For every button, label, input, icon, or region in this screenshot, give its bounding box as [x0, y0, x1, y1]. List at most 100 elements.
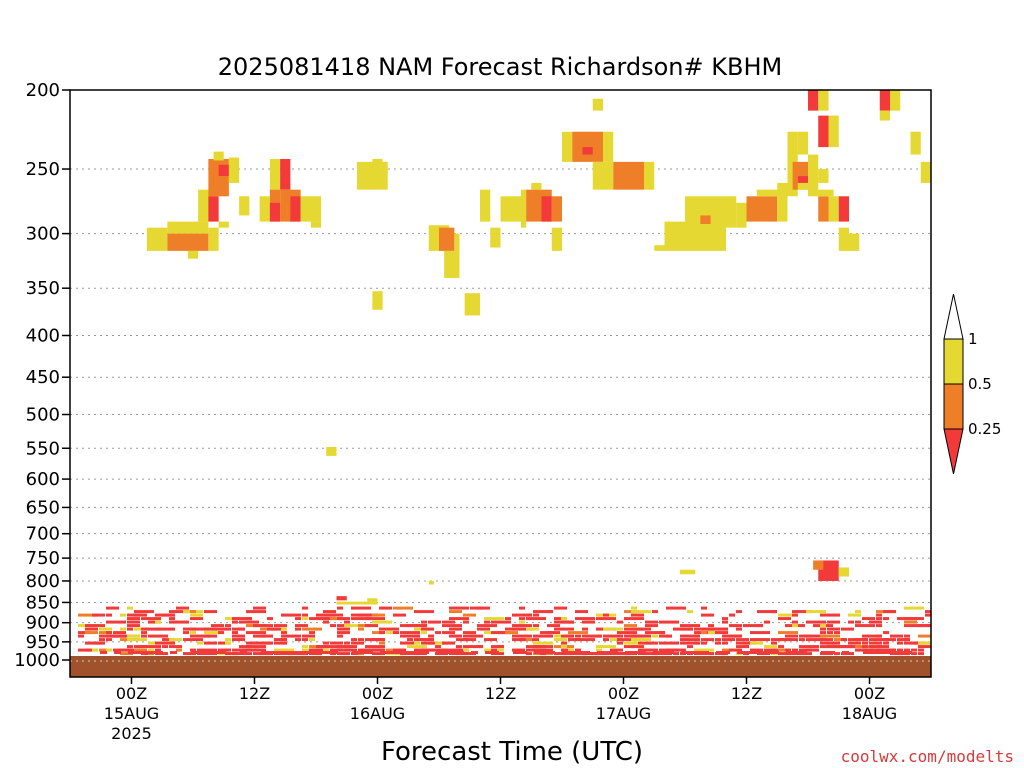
ri-cell: [531, 182, 542, 190]
ri-cell: [925, 613, 931, 617]
ri-cell: [862, 634, 882, 638]
ri-cell: [281, 631, 287, 635]
ri-cell: [680, 624, 700, 628]
ri-cell: [890, 648, 896, 652]
ri-cell: [443, 651, 450, 655]
ri-cell: [309, 631, 315, 635]
x-tick-label: 12Z: [731, 684, 762, 703]
ri-cell: [316, 645, 329, 649]
ri-cell: [855, 610, 861, 614]
ri-cell: [666, 606, 686, 610]
ri-cell: [491, 620, 511, 624]
ri-cell: [127, 634, 140, 638]
ri-cell: [225, 624, 231, 628]
ri-cell: [513, 651, 520, 655]
ri-cell: [736, 610, 742, 614]
ri-cell: [582, 627, 588, 631]
ri-cell: [918, 645, 931, 649]
ri-cell: [918, 641, 931, 645]
ri-cell: [722, 617, 728, 621]
ri-cell: [232, 631, 238, 635]
ri-cell: [575, 634, 581, 638]
ri-cell: [547, 624, 560, 628]
ri-cell: [667, 651, 674, 655]
ri-cell: [330, 648, 343, 652]
ri-cell: [281, 627, 287, 631]
ri-cell: [876, 645, 882, 649]
ri-cell: [891, 651, 898, 655]
ri-cell: [85, 624, 105, 628]
ri-cell: [512, 624, 532, 628]
ri-cell: [785, 648, 791, 652]
ri-cell: [428, 580, 434, 585]
ri-cell: [183, 631, 189, 635]
ri-cell: [897, 638, 910, 642]
ri-cell: [526, 613, 532, 617]
ri-cell: [855, 648, 868, 652]
ri-cell: [592, 161, 614, 190]
ri-cell: [225, 648, 231, 652]
y-tick-label: 400: [26, 325, 60, 346]
ri-cell: [520, 651, 527, 655]
ri-cell: [274, 641, 287, 645]
ri-cell: [799, 634, 812, 638]
ri-cell: [862, 648, 875, 652]
ri-cell: [624, 641, 644, 645]
ri-cell: [336, 596, 347, 601]
ri-cell: [155, 627, 175, 631]
ri-cell: [534, 651, 541, 655]
ri-cell: [750, 648, 763, 652]
ri-cell: [645, 648, 651, 652]
ri-cell: [596, 617, 616, 621]
ri-cell: [583, 651, 590, 655]
ri-cell: [218, 164, 229, 177]
ri-cell: [280, 158, 291, 190]
ri-cell: [205, 651, 212, 655]
ri-cell: [849, 233, 860, 251]
ri-cell: [904, 624, 924, 628]
ri-cell: [155, 648, 161, 652]
ri-cell: [526, 638, 532, 642]
y-tick-label: 200: [26, 80, 60, 101]
ri-cell: [869, 641, 882, 645]
ri-cell: [920, 161, 931, 183]
ri-cell: [169, 641, 175, 645]
ri-cell: [246, 641, 259, 645]
ri-cell: [204, 641, 217, 645]
ri-cell: [673, 652, 679, 656]
ri-cell: [246, 610, 266, 614]
ri-cell: [78, 634, 84, 638]
ri-cell: [897, 641, 903, 645]
ri-cell: [569, 651, 576, 655]
ri-cell: [211, 627, 231, 631]
ri-cell: [645, 624, 658, 628]
ri-cell: [575, 617, 595, 621]
ri-cell: [281, 613, 301, 617]
ri-cell: [400, 624, 413, 628]
ri-cell: [259, 196, 270, 222]
ri-cell: [750, 641, 763, 645]
ri-cell: [337, 631, 350, 635]
ri-cell: [176, 648, 182, 652]
ri-cell: [232, 620, 238, 624]
ri-cell: [337, 652, 350, 656]
ri-cell: [652, 634, 658, 638]
ri-cell: [463, 613, 476, 617]
ri-cell: [561, 641, 567, 645]
ri-cell: [491, 645, 504, 649]
ri-cell: [183, 638, 203, 642]
ri-cell: [225, 652, 238, 656]
ri-cell: [841, 645, 861, 649]
ri-cell: [541, 196, 552, 222]
ri-cell: [99, 627, 112, 631]
ri-cell: [444, 250, 460, 278]
ri-cell: [512, 634, 532, 638]
ri-cell: [664, 221, 685, 251]
ri-cell: [344, 645, 357, 649]
ri-cell: [729, 648, 742, 652]
ri-cell: [897, 617, 910, 621]
ri-cell: [421, 627, 434, 631]
ri-cell: [358, 648, 371, 652]
ri-cell: [519, 606, 525, 610]
ri-cell: [575, 610, 588, 614]
